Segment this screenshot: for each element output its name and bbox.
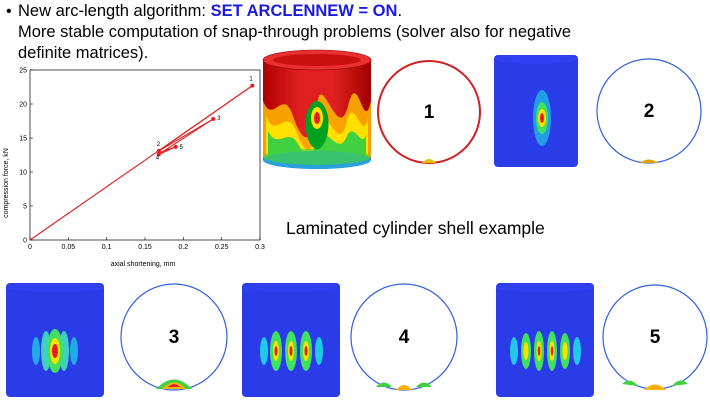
mode-5-cross-section: 5 xyxy=(602,284,708,390)
point-marker-3 xyxy=(211,116,216,121)
chart-points: 1 2 3 4 5 xyxy=(156,77,255,161)
header-line-1-prefix: New arc-length algorithm: xyxy=(18,2,211,20)
point-label-2: 2 xyxy=(157,142,161,148)
series-line xyxy=(158,85,253,152)
y-tick-label: 20 xyxy=(19,102,27,109)
chart-plot-frame xyxy=(29,69,261,241)
x-tick-label: 0.15 xyxy=(138,244,152,251)
x-tick-label: 0.05 xyxy=(62,244,76,251)
mode-3-cylinder-plot xyxy=(6,283,104,397)
mode-label-2: 2 xyxy=(644,101,655,122)
series-line xyxy=(160,146,176,153)
x-tick-label: 0.2 xyxy=(178,244,188,251)
mode-5-cylinder-plot xyxy=(496,283,594,397)
load-displacement-chart: 0 0.05 0.1 0.15 0.2 0.25 0.3 0 5 10 15 20 25 1 2 3 4 5 a… xyxy=(3,68,265,269)
chart-x-label: axial shortening, mm xyxy=(111,261,176,268)
y-tick-label: 5 xyxy=(23,204,27,211)
point-marker-4 xyxy=(156,152,161,157)
point-label-3: 3 xyxy=(217,116,221,122)
mode-1-cylinder-plot xyxy=(262,49,372,169)
series-line xyxy=(158,118,214,155)
mode-4-cylinder-plot xyxy=(242,283,340,397)
mode-3-cross-section: 3 xyxy=(120,283,228,391)
y-tick-label: 0 xyxy=(23,238,27,245)
y-tick-label: 10 xyxy=(19,170,27,177)
x-tick-label: 0.3 xyxy=(255,244,265,251)
chart-series xyxy=(29,85,253,241)
point-label-1: 1 xyxy=(249,77,253,83)
header-line-1: New arc-length algorithm: SET ARCLENNEW … xyxy=(18,2,402,21)
chart-y-label: compression force, kN xyxy=(3,148,10,218)
y-tick-label: 25 xyxy=(19,68,27,75)
mode-1-cross-section: 1 xyxy=(377,60,481,164)
point-label-4: 4 xyxy=(156,155,160,161)
mode-label-1: 1 xyxy=(424,102,435,123)
mode-4-cross-section: 4 xyxy=(350,283,458,391)
arclennew-command: SET ARCLENNEW = ON xyxy=(210,2,398,20)
x-tick-label: 0 xyxy=(28,244,32,251)
point-label-5: 5 xyxy=(180,145,184,151)
point-marker-2 xyxy=(156,148,161,153)
mode-2-cross-section: 2 xyxy=(596,58,702,164)
header-line-2: More stable computation of snap-through … xyxy=(18,23,572,41)
example-caption: Laminated cylinder shell example xyxy=(286,218,545,238)
mode-2-cylinder-plot xyxy=(494,55,578,167)
header-line-1-suffix: . xyxy=(397,2,403,20)
mode-label-4: 4 xyxy=(399,327,410,348)
bullet-marker: • xyxy=(6,3,12,20)
y-tick-label: 15 xyxy=(19,136,27,143)
x-tick-label: 0.1 xyxy=(102,244,112,251)
point-marker-5 xyxy=(173,144,178,149)
header-line-3: definite matrices). xyxy=(18,44,149,62)
x-tick-label: 0.25 xyxy=(215,244,229,251)
mode-label-3: 3 xyxy=(169,327,180,348)
point-marker-1 xyxy=(250,83,255,88)
mode-label-5: 5 xyxy=(650,327,661,348)
